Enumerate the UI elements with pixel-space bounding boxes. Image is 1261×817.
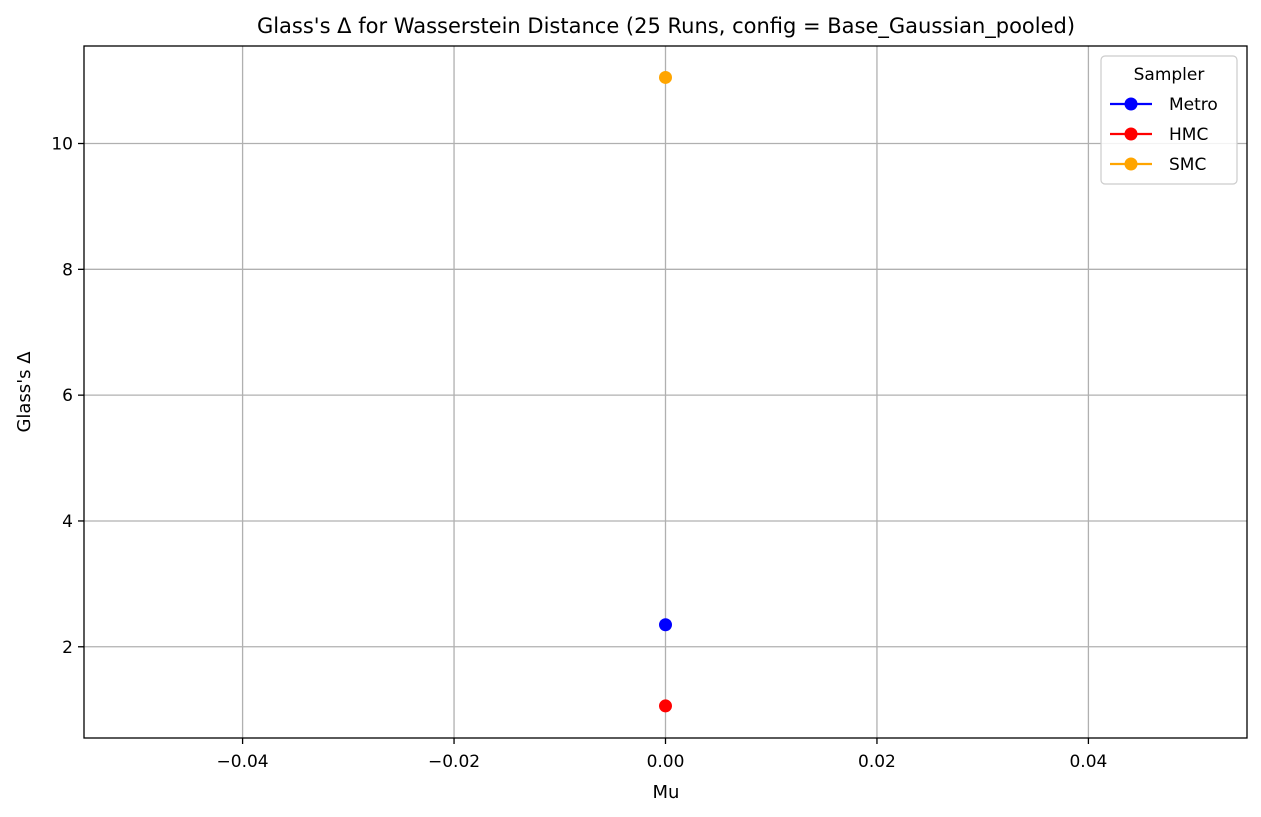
grid xyxy=(84,46,1247,738)
chart-title: Glass's Δ for Wasserstein Distance (25 R… xyxy=(257,14,1075,39)
y-axis-label: Glass's Δ xyxy=(14,351,35,433)
x-tick-label: 0.04 xyxy=(1069,752,1107,772)
y-tick-label: 2 xyxy=(62,638,73,658)
x-tick-label: 0.02 xyxy=(858,752,896,772)
legend-label-smc: SMC xyxy=(1169,155,1206,175)
x-tick-label: −0.02 xyxy=(428,752,480,772)
data-point-smc xyxy=(659,70,672,84)
y-tick-label: 4 xyxy=(62,512,73,532)
legend: Sampler Metro HMC SMC xyxy=(1100,55,1238,185)
data-point-metro xyxy=(659,618,672,632)
x-axis-label: Mu xyxy=(653,782,680,803)
ticks: −0.04 −0.02 0.00 0.02 0.04 2 4 6 8 10 xyxy=(51,135,1107,772)
legend-marker-hmc xyxy=(1124,127,1138,141)
legend-box xyxy=(1100,55,1238,185)
legend-label-hmc: HMC xyxy=(1169,125,1208,145)
x-tick-label: −0.04 xyxy=(217,752,269,772)
y-tick-label: 6 xyxy=(62,386,73,406)
plot-frame xyxy=(83,45,1248,739)
legend-marker-metro xyxy=(1124,97,1138,111)
y-tick-label: 10 xyxy=(51,135,73,155)
legend-title: Sampler xyxy=(1134,65,1205,85)
x-tick-label: 0.00 xyxy=(647,752,685,772)
y-tick-label: 8 xyxy=(62,260,73,280)
data-point-hmc xyxy=(659,699,672,713)
legend-label-metro: Metro xyxy=(1169,95,1218,115)
legend-marker-smc xyxy=(1124,157,1138,171)
data-points xyxy=(659,70,672,713)
